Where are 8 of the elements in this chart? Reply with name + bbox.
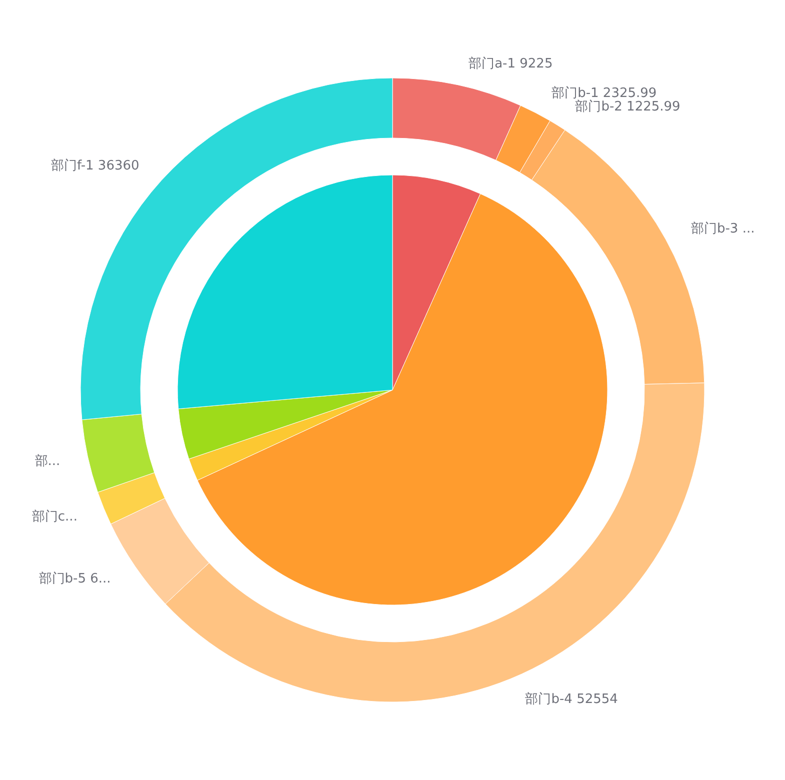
slice-label: 部门c...: [32, 508, 78, 525]
slice-label: 部门b-3 ...: [690, 220, 755, 237]
slice-label: 部...: [34, 454, 60, 470]
slice-label: 部门b-4 52554: [525, 691, 618, 708]
slice-label: 部门b-2 1225.99: [575, 98, 680, 115]
slice-label: 部门f-1 36360: [50, 157, 140, 174]
slice-label: 部门a-1 9225: [468, 55, 553, 72]
slice-label: 部门b-5 6...: [38, 570, 111, 587]
